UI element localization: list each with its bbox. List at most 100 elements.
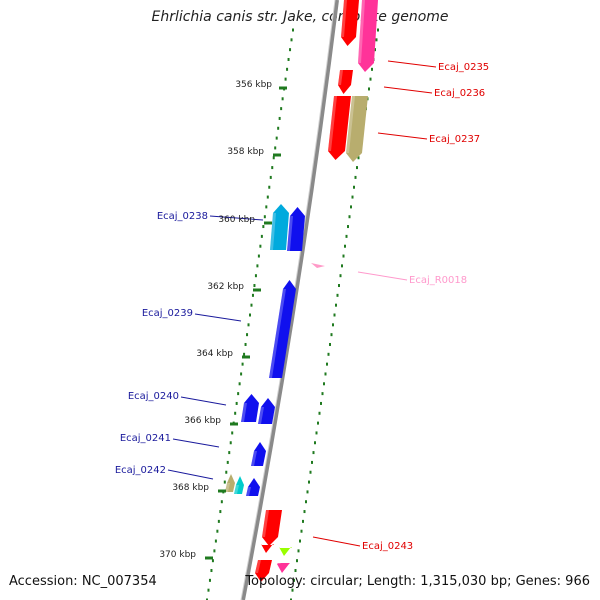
tick-dot-inner <box>228 451 231 455</box>
gene-ecaj-0234-shade <box>341 0 347 37</box>
tick-dot-outer <box>330 333 333 337</box>
tick-dot-outer <box>329 342 331 346</box>
gene-ecaj-0242-cyan-shade <box>234 485 239 494</box>
tick-dot-outer <box>321 392 324 396</box>
gene-ecaj-0239-arrow-shade <box>269 289 286 378</box>
feature-label: Ecaj_0242 <box>115 465 166 476</box>
tick-dot-outer <box>297 549 300 553</box>
tick-dot-outer <box>294 569 297 573</box>
tick-dot-outer <box>291 588 294 592</box>
tick-dot-inner <box>220 500 223 504</box>
tick-dot-inner <box>229 441 232 445</box>
tick-dot-inner <box>254 274 257 278</box>
tick-dot-outer <box>374 48 376 52</box>
gene-ecaj-0235-arrow <box>358 0 378 72</box>
tick-dot-outer <box>308 480 310 484</box>
gene-ecaj-0242-cyan <box>234 476 244 494</box>
tick-dot-outer <box>369 77 372 81</box>
tick-dot-outer <box>309 470 312 474</box>
gene-ecaj-0235-arrow-shade <box>358 0 365 63</box>
tick-dot-inner <box>271 166 274 170</box>
tick-dot-outer <box>351 195 354 199</box>
label-leader-line <box>209 215 264 221</box>
tick-dot-outer <box>293 578 295 582</box>
tick-dot-inner <box>281 97 284 101</box>
gene-green-small-shade <box>279 547 283 548</box>
gene-ecaj-0238-arrow-shade <box>287 216 293 251</box>
feature-labels: Ecaj_0235 Ecaj_0236 Ecaj_0237 Ecaj_0238 Ecaj… <box>115 62 489 552</box>
label-leader-line <box>387 60 437 68</box>
gene-ecaj-0237-arrow <box>328 96 351 160</box>
feature-label: Ecaj_0237 <box>429 134 480 145</box>
tick-dot-inner <box>287 57 290 61</box>
axis-tick-label: 364 kbp <box>196 349 233 359</box>
tick-dot-inner <box>247 323 250 327</box>
backbone-line <box>241 0 339 600</box>
tick-dot-inner <box>244 342 247 346</box>
tick-dot-outer <box>350 205 352 209</box>
tick-dot-outer <box>341 264 343 268</box>
gene-small-red <box>261 544 274 553</box>
feature-label: Ecaj_0239 <box>142 308 193 319</box>
gene-ecaj-0240b-arrow <box>258 398 275 424</box>
tick-dot-inner <box>225 470 228 474</box>
tick-dot-outer <box>347 225 349 229</box>
tick-dot-outer <box>335 303 337 307</box>
tick-dot-inner <box>260 234 263 238</box>
feature-label: Ecaj_0236 <box>434 88 485 99</box>
tick-dot-outer <box>302 519 304 523</box>
feature-label: Ecaj_0238 <box>157 211 208 222</box>
feature-label: Ecaj_0241 <box>120 433 171 444</box>
tick-dot-outer <box>326 362 328 366</box>
accession-label: Accession: NC_007354 <box>9 574 157 589</box>
tick-dot-outer <box>348 215 351 219</box>
gene-ecaj-0241-arrow <box>251 442 266 466</box>
gene-ecaj-0238-arrow <box>287 207 305 251</box>
tick-dot-outer <box>332 323 334 327</box>
gene-ecaj-0237-arrow-shade <box>328 96 337 151</box>
gene-ecaj-0236-arrow-shade <box>338 70 343 85</box>
gene-ecaj-0244-arrow <box>255 560 272 582</box>
tick-dot-inner <box>277 126 280 130</box>
tick-dot-inner <box>290 38 293 42</box>
gene-ecaj-0242-arrow-shade <box>246 487 251 496</box>
tick-dot-inner <box>269 175 272 179</box>
tick-dot-inner <box>217 519 220 523</box>
tick-dot-outer <box>323 382 325 386</box>
tick-dot-inner <box>278 116 281 120</box>
tick-dot-inner <box>265 205 268 209</box>
tick-dot-inner <box>216 529 219 533</box>
tick-dot-inner <box>253 284 256 288</box>
tick-dot-inner <box>210 569 213 573</box>
tick-dot-inner <box>249 313 251 317</box>
axis-tick-labels: 356 kbp 358 kbp 360 kbp 362 kbp 364 kbp 366 k… <box>159 80 287 560</box>
gene-ecaj-0238-cyan-shade <box>270 213 276 250</box>
tick-dot-inner <box>213 549 216 553</box>
gene-ecaj-r0018-marker <box>311 263 325 268</box>
tick-dot-inner <box>263 215 266 219</box>
tick-dot-outer <box>305 500 307 504</box>
label-leader-line <box>167 469 214 480</box>
tick-dot-inner <box>208 578 211 582</box>
tick-dot-inner <box>262 225 265 229</box>
label-leader-line <box>377 132 428 140</box>
tick-dot-outer <box>344 244 346 248</box>
tick-dot-inner <box>235 401 238 405</box>
axis-tick-label: 358 kbp <box>227 147 264 157</box>
label-leader-line <box>194 313 242 322</box>
gene-ecaj-0242-olive-shade <box>225 483 230 492</box>
tick-dot-outer <box>303 510 306 514</box>
tick-dot-inner <box>219 510 222 514</box>
axis-tick-label: 368 kbp <box>172 483 209 493</box>
tick-dot-outer <box>299 539 301 543</box>
tick-dot-inner <box>259 244 262 248</box>
tick-dot-inner <box>237 392 240 396</box>
tick-dot-outer <box>296 559 298 563</box>
tick-dot-outer <box>300 529 303 533</box>
tick-dot-inner <box>272 156 275 160</box>
gene-pink-small-shade <box>277 563 281 564</box>
tick-dot-outer <box>311 460 313 464</box>
tick-dot-inner <box>284 77 287 81</box>
tick-dot-outer <box>317 421 319 425</box>
